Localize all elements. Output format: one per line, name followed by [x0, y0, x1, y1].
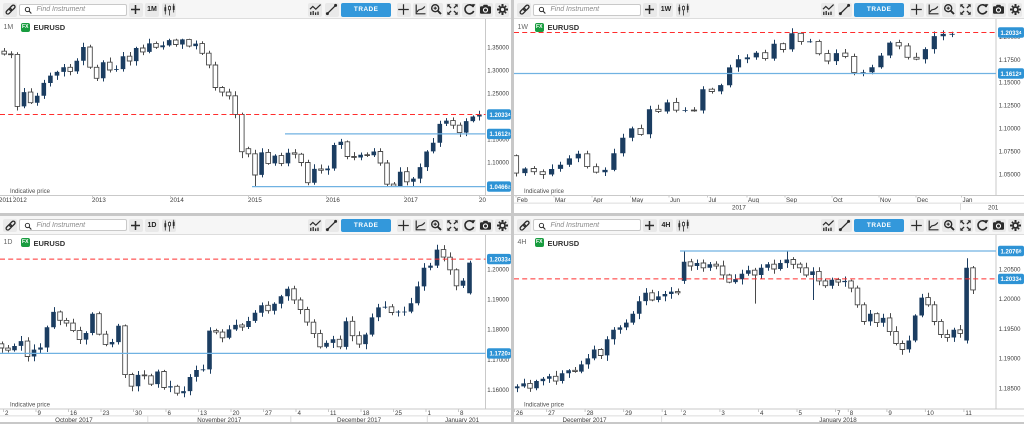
svg-text:11: 11 — [965, 409, 972, 416]
svg-text:Aug: Aug — [748, 197, 760, 204]
svg-text:18: 18 — [363, 409, 370, 416]
svg-text:23: 23 — [103, 409, 110, 416]
svg-text:1.25000: 1.25000 — [487, 91, 509, 97]
svg-text:Feb: Feb — [517, 197, 528, 204]
svg-text:1.20000: 1.20000 — [999, 297, 1021, 303]
svg-text:2016: 2016 — [326, 197, 340, 204]
svg-text:1.20334: 1.20334 — [1001, 276, 1022, 283]
svg-text:1.20334: 1.20334 — [1001, 30, 1022, 37]
svg-text:May: May — [632, 197, 645, 204]
svg-text:1.16123: 1.16123 — [490, 132, 511, 139]
svg-text:Indicative price: Indicative price — [10, 189, 51, 195]
svg-text:4: 4 — [298, 409, 302, 416]
svg-text:1.17000: 1.17000 — [487, 357, 509, 363]
svg-text:1.18000: 1.18000 — [487, 327, 509, 333]
svg-text:4: 4 — [760, 409, 764, 416]
svg-text:1.35000: 1.35000 — [487, 45, 509, 51]
svg-text:1.16000: 1.16000 — [487, 387, 509, 393]
svg-text:29: 29 — [625, 409, 632, 416]
svg-text:Mar: Mar — [555, 197, 566, 204]
svg-text:1.19000: 1.19000 — [999, 356, 1021, 362]
svg-text:1.15000: 1.15000 — [999, 81, 1021, 87]
svg-text:2: 2 — [5, 409, 9, 416]
svg-text:1.10000: 1.10000 — [487, 160, 509, 166]
svg-text:2017: 2017 — [732, 204, 746, 211]
svg-text:20: 20 — [479, 197, 486, 204]
svg-text:Jan: Jan — [963, 197, 974, 204]
svg-text:10: 10 — [927, 409, 934, 416]
svg-text:7: 7 — [837, 409, 841, 416]
svg-text:2: 2 — [683, 409, 687, 416]
svg-text:Nov: Nov — [880, 197, 892, 204]
svg-text:27: 27 — [548, 409, 555, 416]
svg-text:December 2017: December 2017 — [562, 416, 607, 423]
svg-text:Indicative price: Indicative price — [10, 402, 51, 408]
svg-text:Jun: Jun — [670, 197, 681, 204]
svg-text:1.20768: 1.20768 — [1001, 248, 1022, 255]
svg-text:1.10000: 1.10000 — [999, 127, 1021, 133]
svg-text:Apr: Apr — [593, 197, 603, 204]
svg-text:Indicative price: Indicative price — [524, 189, 565, 195]
svg-text:January 2018: January 2018 — [819, 416, 857, 423]
svg-text:9: 9 — [888, 409, 892, 416]
svg-text:3: 3 — [721, 409, 725, 416]
svg-text:1.20000: 1.20000 — [487, 267, 509, 273]
svg-text:1.19000: 1.19000 — [487, 297, 509, 303]
svg-text:13: 13 — [200, 409, 207, 416]
svg-text:6: 6 — [168, 409, 172, 416]
svg-text:1.05000: 1.05000 — [999, 172, 1021, 178]
svg-text:1.19500: 1.19500 — [999, 326, 1021, 332]
svg-text:8: 8 — [850, 409, 854, 416]
svg-text:2012: 2012 — [13, 197, 27, 204]
svg-text:28: 28 — [587, 409, 594, 416]
svg-text:1.20334: 1.20334 — [490, 112, 511, 119]
svg-text:December 2017: December 2017 — [337, 416, 382, 423]
svg-text:Indicative price: Indicative price — [524, 402, 565, 408]
svg-text:1.18500: 1.18500 — [999, 386, 1021, 392]
svg-text:2015: 2015 — [248, 197, 262, 204]
svg-text:Sep: Sep — [786, 197, 798, 204]
svg-text:1: 1 — [428, 409, 432, 416]
svg-text:1.20334: 1.20334 — [490, 256, 511, 263]
svg-text:26: 26 — [516, 409, 523, 416]
svg-text:1.17500: 1.17500 — [999, 58, 1021, 64]
svg-text:30: 30 — [135, 409, 142, 416]
svg-text:2017: 2017 — [404, 197, 418, 204]
svg-text:1.30000: 1.30000 — [487, 68, 509, 74]
svg-text:1.04662: 1.04662 — [490, 184, 511, 191]
svg-text:8: 8 — [460, 409, 464, 416]
svg-text:16: 16 — [70, 409, 77, 416]
svg-text:2014: 2014 — [170, 197, 184, 204]
svg-text:5: 5 — [799, 409, 803, 416]
svg-text:25: 25 — [395, 409, 402, 416]
svg-text:1: 1 — [664, 409, 668, 416]
svg-text:1.07500: 1.07500 — [999, 149, 1021, 155]
svg-text:January 201: January 201 — [445, 416, 480, 423]
svg-text:November 2017: November 2017 — [197, 416, 242, 423]
svg-text:201: 201 — [988, 204, 999, 211]
svg-text:2013: 2013 — [92, 197, 106, 204]
svg-text:27: 27 — [265, 409, 272, 416]
svg-text:1.20500: 1.20500 — [999, 267, 1021, 273]
svg-text:2011: 2011 — [0, 197, 13, 204]
svg-text:11: 11 — [330, 409, 337, 416]
svg-text:Dec: Dec — [917, 197, 928, 204]
svg-text:1.17203: 1.17203 — [490, 351, 511, 358]
svg-text:Oct: Oct — [833, 197, 843, 204]
svg-text:Jul: Jul — [709, 197, 717, 204]
svg-text:1.15000: 1.15000 — [487, 137, 509, 143]
svg-text:20: 20 — [233, 409, 240, 416]
svg-text:1.20000: 1.20000 — [999, 35, 1021, 41]
svg-text:1.12500: 1.12500 — [999, 104, 1021, 110]
svg-text:October 2017: October 2017 — [55, 416, 93, 423]
svg-text:9: 9 — [38, 409, 42, 416]
svg-text:1.16123: 1.16123 — [1001, 71, 1022, 78]
